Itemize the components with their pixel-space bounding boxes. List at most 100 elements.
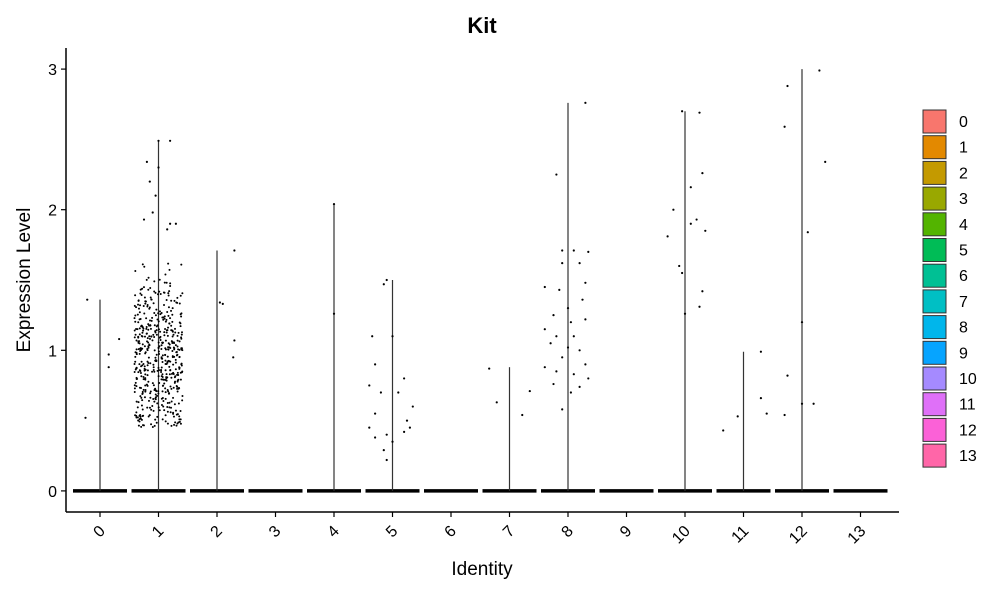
point-1-cloud-498 bbox=[175, 424, 178, 427]
point-1-cloud-39 bbox=[152, 397, 155, 400]
point-5-15 bbox=[391, 440, 394, 443]
point-1-cloud-47 bbox=[170, 387, 173, 390]
point-12-1 bbox=[818, 69, 821, 72]
point-5-17 bbox=[382, 449, 385, 452]
point-1-cloud-208 bbox=[140, 360, 143, 363]
point-1-cloud-414 bbox=[168, 401, 171, 404]
x-tick-label-1: 1 bbox=[149, 523, 167, 541]
legend-swatch-9 bbox=[922, 340, 947, 365]
point-1-cloud-216 bbox=[149, 390, 152, 393]
point-1-cloud-239 bbox=[173, 423, 176, 426]
point-1-cloud-13 bbox=[152, 369, 155, 372]
point-8-1 bbox=[555, 173, 558, 176]
point-1-cloud-345 bbox=[170, 340, 173, 343]
point-1-cloud-335 bbox=[166, 410, 169, 413]
point-1-cloud-20 bbox=[158, 345, 161, 348]
point-1-cloud-379 bbox=[169, 385, 172, 388]
legend-label-0: 0 bbox=[959, 114, 968, 131]
point-1-cloud-463 bbox=[147, 399, 150, 402]
point-1-cloud-342 bbox=[167, 348, 170, 351]
legend-label-11: 11 bbox=[959, 397, 976, 414]
point-1-cloud-380 bbox=[140, 425, 143, 428]
legend-label-5: 5 bbox=[959, 243, 968, 260]
point-1-cloud-225 bbox=[160, 366, 163, 369]
point-1-cloud-141 bbox=[146, 374, 149, 377]
point-1-6 bbox=[169, 222, 172, 225]
point-1-cloud-241 bbox=[156, 293, 159, 296]
point-10-0 bbox=[698, 111, 701, 114]
point-1-cloud-494 bbox=[158, 409, 161, 412]
legend-label-4: 4 bbox=[959, 217, 968, 234]
point-1-cloud-257 bbox=[151, 382, 154, 385]
point-1-cloud-275 bbox=[154, 393, 157, 396]
point-12-7 bbox=[783, 413, 786, 417]
point-1-cloud-475 bbox=[177, 348, 180, 351]
point-1-cloud-8 bbox=[157, 406, 160, 409]
point-1-cloud-48 bbox=[155, 421, 158, 424]
point-5-9 bbox=[374, 412, 377, 415]
point-1-cloud-356 bbox=[166, 405, 169, 408]
point-8-29 bbox=[569, 391, 573, 394]
legend-label-12: 12 bbox=[959, 422, 977, 439]
point-1-cloud-309 bbox=[164, 420, 167, 423]
point-1-cloud-191 bbox=[135, 306, 138, 309]
point-5-2 bbox=[371, 335, 374, 338]
point-8-9 bbox=[558, 288, 561, 291]
point-1-cloud-97 bbox=[135, 400, 138, 403]
point-1-cloud-185 bbox=[161, 390, 164, 393]
point-1-cloud-497 bbox=[138, 327, 141, 330]
point-1-cloud-242 bbox=[165, 362, 168, 365]
point-1-cloud-41 bbox=[143, 335, 146, 338]
point-1-cloud-55 bbox=[167, 306, 170, 309]
point-1-cloud-220 bbox=[153, 349, 156, 352]
point-1-cloud-407 bbox=[156, 369, 159, 372]
point-1-cloud-61 bbox=[144, 378, 147, 381]
point-12-2 bbox=[783, 125, 786, 128]
point-10-13 bbox=[683, 312, 687, 315]
point-1-cloud-481 bbox=[164, 397, 167, 400]
point-1-cloud-409 bbox=[139, 372, 142, 375]
point-8-30 bbox=[561, 408, 564, 411]
point-11-3 bbox=[759, 397, 763, 400]
point-1-cloud-74 bbox=[165, 329, 168, 332]
point-1-cloud-252 bbox=[164, 378, 167, 381]
point-8-3 bbox=[572, 249, 575, 252]
point-5-6 bbox=[368, 384, 371, 387]
point-1-cloud-45 bbox=[147, 328, 150, 331]
chart-title: Kit bbox=[467, 13, 497, 38]
point-10-1 bbox=[681, 110, 684, 113]
point-12-3 bbox=[824, 160, 827, 163]
point-5-3 bbox=[391, 335, 394, 338]
point-4-1 bbox=[332, 312, 336, 315]
point-1-cloud-368 bbox=[133, 304, 136, 307]
point-1-cloud-319 bbox=[159, 339, 162, 342]
point-1-cloud-238 bbox=[165, 318, 168, 321]
point-1-cloud-177 bbox=[144, 384, 147, 387]
legend-swatch-11 bbox=[922, 392, 947, 417]
point-10-3 bbox=[689, 186, 692, 189]
point-1-cloud-491 bbox=[139, 347, 142, 350]
point-1-cloud-194 bbox=[154, 418, 157, 421]
point-1-cloud-386 bbox=[176, 379, 179, 382]
point-1-cloud-303 bbox=[173, 299, 176, 302]
y-tick-label-0: 0 bbox=[48, 484, 57, 501]
point-1-cloud-419 bbox=[157, 375, 160, 378]
legend-swatch-6 bbox=[922, 263, 947, 288]
point-8-11 bbox=[566, 307, 570, 310]
point-1-cloud-79 bbox=[168, 290, 171, 293]
point-8-0 bbox=[584, 101, 587, 104]
point-12-4 bbox=[806, 231, 809, 234]
point-1-cloud-268 bbox=[139, 370, 142, 373]
point-1-cloud-417 bbox=[180, 336, 183, 339]
point-1-cloud-517 bbox=[171, 355, 174, 358]
point-1-cloud-289 bbox=[147, 380, 150, 383]
point-1-cloud-324 bbox=[148, 335, 151, 338]
x-tick-label-0: 0 bbox=[91, 523, 109, 541]
point-10-12 bbox=[698, 305, 701, 308]
point-1-cloud-343 bbox=[170, 406, 173, 409]
point-1-cloud-441 bbox=[178, 366, 181, 369]
point-1-cloud-235 bbox=[163, 331, 166, 334]
point-1-cloud-110 bbox=[173, 403, 176, 406]
point-1-cloud-360 bbox=[160, 368, 163, 371]
point-1-cloud-487 bbox=[159, 335, 162, 338]
